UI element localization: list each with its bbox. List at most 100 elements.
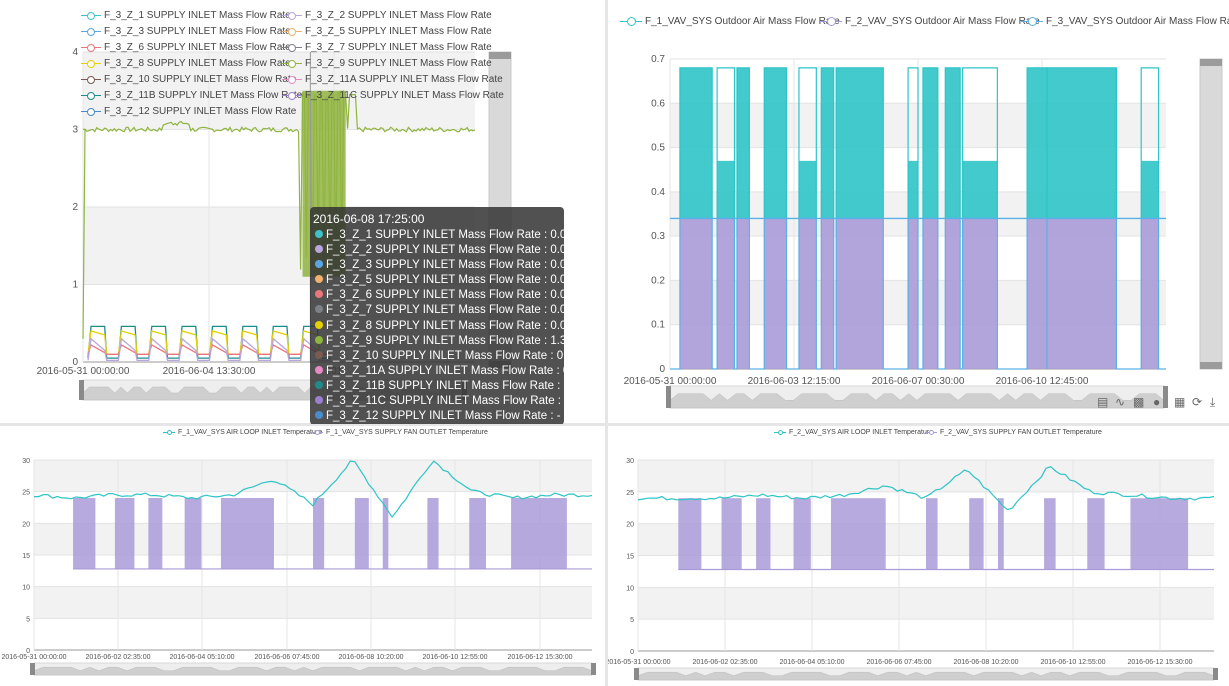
legend-item[interactable]: F_3_Z_5 SUPPLY INLET Mass Flow Rate (282, 26, 492, 37)
legend-item[interactable]: F_1_VAV_SYS SUPPLY FAN OUTLET Temperatur… (311, 429, 488, 436)
zoom-slider-handle-left (79, 380, 84, 400)
legend-item[interactable]: F_3_Z_9 SUPPLY INLET Mass Flow Rate (282, 58, 492, 69)
series-line-f1-oa (736, 67, 750, 219)
legend-item[interactable]: F_3_VAV_SYS Outdoor Air Mass Flow Rate (1021, 16, 1229, 27)
y-tick-label: 2 (72, 202, 78, 213)
tooltip-row-label: F_3_Z_12 SUPPLY INLET Mass Flow Rate : - (326, 410, 561, 423)
legend-item[interactable]: F_2_VAV_SYS SUPPLY FAN OUTLET Temperatur… (925, 429, 1102, 436)
series-area-f1-oa (1027, 67, 1047, 219)
legend-item[interactable]: F_3_Z_11C SUPPLY INLET Mass Flow Rate (282, 90, 504, 101)
series-line-f1-oa (763, 67, 788, 219)
legend-item[interactable]: F_3_Z_7 SUPPLY INLET Mass Flow Rate (282, 42, 492, 53)
x-tick-label: 2016-06-03 12:15:00 (748, 376, 841, 387)
tooltip-series-dot (315, 230, 323, 238)
tooltip-series-dot (315, 260, 323, 269)
x-tick-label: 2016-05-31 00:00:00 (37, 366, 130, 377)
legend-item[interactable]: F_2_VAV_SYS Outdoor Air Mass Flow Rate (820, 16, 1040, 27)
line-chart-icon[interactable]: ∿ (1115, 395, 1126, 409)
x-tick-label: 2016-06-12 15:30:00 (1128, 659, 1193, 666)
legend-item[interactable]: F_3_Z_12 SUPPLY INLET Mass Flow Rate (81, 106, 296, 117)
tooltip-row-label: F_3_Z_5 SUPPLY INLET Mass Flow Rate : 0.… (326, 274, 586, 287)
series-area-supply-fan-temp (969, 498, 984, 570)
vertical-zoom-handle-top (1200, 59, 1222, 66)
legend-line-circle-icon (282, 75, 302, 85)
data-view-icon[interactable]: ▤ (1097, 395, 1109, 409)
y-tick-label: 0 (630, 649, 634, 656)
series-area-f2-oa (922, 218, 938, 369)
tooltip-series-dot (315, 365, 323, 374)
tooltip-row-label: F_3_Z_11A SUPPLY INLET Mass Flow Rate : … (326, 364, 599, 377)
legend-item[interactable]: F_3_Z_8 SUPPLY INLET Mass Flow Rate (81, 58, 291, 69)
legend-item[interactable]: F_1_VAV_SYS Outdoor Air Mass Flow Rate (620, 16, 840, 27)
series-area-f1-oa (1141, 160, 1159, 219)
series-line-f1-oa (716, 67, 736, 219)
x-tick-label: 2016-06-02 02:35:00 (693, 659, 758, 666)
x-tick-label: 2016-06-04 05:10:00 (780, 659, 845, 666)
legend-item[interactable]: F_3_Z_3 SUPPLY INLET Mass Flow Rate (81, 26, 291, 37)
bar-chart-icon[interactable]: ▩ (1133, 395, 1145, 409)
series-area-supply-fan-temp (511, 498, 567, 569)
zoom-slider-preview (637, 671, 1215, 681)
grid-band (34, 460, 592, 492)
tooltip-row-label: F_3_Z_10 SUPPLY INLET Mass Flow Rate : 0… (326, 349, 592, 362)
grid-band (638, 460, 1214, 492)
x-tick-label: 2016-05-31 00:00:00 (608, 659, 671, 666)
restore-icon[interactable]: ⟳ (1192, 395, 1203, 409)
tooltip-row-label: F_3_Z_11B SUPPLY INLET Mass Flow Rate : … (326, 379, 599, 392)
y-tick-label: 3 (72, 125, 78, 136)
legend-label: F_3_Z_11A SUPPLY INLET Mass Flow Rate (305, 74, 503, 85)
series-line-f1-oa (798, 67, 817, 219)
legend-line-circle-icon (163, 429, 175, 436)
f2-temperature-chart: 0 5 10 15 20 25 30 2016-05-31 00:00:00 2016-06-0… (608, 458, 1218, 681)
legend-label: F_2_VAV_SYS AIR LOOP INLET Temperature (789, 429, 934, 436)
series-line-f1-oa (962, 67, 998, 219)
y-tick-label: 0.1 (651, 320, 665, 331)
tiled-icon[interactable]: ▦ (1174, 395, 1186, 409)
y-tick-label: 30 (22, 458, 30, 465)
series-area-supply-fan-temp (354, 498, 369, 569)
legend-item[interactable]: F_2_VAV_SYS AIR LOOP INLET Temperature (774, 429, 933, 436)
series-area-f1-oa (945, 67, 961, 219)
download-icon[interactable]: ⤓ (1210, 395, 1216, 409)
tooltip-series-dot (315, 411, 323, 420)
zoom-slider-handle-right (591, 663, 596, 675)
y-tick-label: 0 (659, 364, 665, 375)
legend-item[interactable]: F_3_Z_11B SUPPLY INLET Mass Flow Rate (81, 90, 302, 101)
legend-item[interactable]: F_3_Z_1 SUPPLY INLET Mass Flow Rate (81, 10, 291, 21)
legend-item[interactable]: F_3_Z_11A SUPPLY INLET Mass Flow Rate (282, 74, 503, 85)
tooltip-row: F_3_Z_10 SUPPLY INLET Mass Flow Rate : 0… (313, 349, 592, 364)
series-area-supply-fan-temp (184, 498, 202, 569)
legend-item[interactable]: F_3_Z_10 SUPPLY INLET Mass Flow Rate (81, 74, 296, 85)
x-tick-label: 2016-06-08 10:20:00 (954, 659, 1019, 666)
series-area-f2-oa (798, 218, 817, 369)
tooltip-series-dot (315, 380, 323, 389)
legend-line-circle-icon (81, 27, 101, 37)
x-tick-label: 2016-06-06 07:45:00 (255, 654, 320, 661)
legend-item[interactable]: F_3_Z_2 SUPPLY INLET Mass Flow Rate (282, 10, 492, 21)
legend-line-circle-icon (774, 429, 786, 436)
series-area-f2-oa (736, 218, 750, 369)
x-tick-label: 2016-06-10 12:45:00 (996, 376, 1089, 387)
y-tick-label: 0.6 (651, 98, 665, 109)
f1-temperature-chart-panel: 0 5 10 15 20 25 30 2016-05-31 00:00:00 2016-06-0… (0, 426, 605, 686)
series-area-f2-oa (679, 218, 713, 369)
x-tick-label: 2016-06-07 00:30:00 (872, 376, 965, 387)
series-area-f1-oa (717, 160, 735, 219)
legend-label: F_3_Z_10 SUPPLY INLET Mass Flow Rate (104, 74, 297, 85)
grid-band (34, 586, 592, 619)
stack-icon[interactable]: ● (1153, 395, 1161, 409)
legend-item[interactable]: F_1_VAV_SYS AIR LOOP INLET Temperature (163, 429, 322, 436)
tooltip-row: F_3_Z_11A SUPPLY INLET Mass Flow Rate : … (313, 364, 598, 379)
y-tick-label: 20 (626, 522, 634, 529)
legend-label: F_3_Z_7 SUPPLY INLET Mass Flow Rate (305, 42, 492, 53)
tooltip-row: F_3_Z_11C SUPPLY INLET Mass Flow Rate : … (313, 394, 599, 409)
series-area-f1-oa (962, 160, 998, 219)
series-line-f1-oa (835, 67, 884, 219)
legend-item[interactable]: F_3_Z_6 SUPPLY INLET Mass Flow Rate (81, 42, 291, 53)
series-area-f2-oa (836, 218, 884, 369)
series-area-f1-oa (679, 67, 713, 219)
legend-label: F_3_Z_1 SUPPLY INLET Mass Flow Rate (104, 10, 291, 21)
series-area-f1-oa (908, 160, 918, 219)
y-tick-label: 10 (626, 585, 634, 592)
series-area-supply-fan-temp (1087, 498, 1105, 570)
